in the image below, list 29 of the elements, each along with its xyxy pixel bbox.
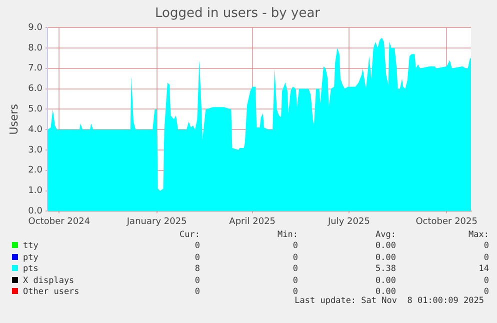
y-tick-label: 4.0 <box>28 124 43 135</box>
y-tick-label: 3.0 <box>28 145 43 156</box>
chart-title: Logged in users - by year <box>154 6 321 22</box>
text: Last update: Sat Nov 8 01:00:09 2025 <box>294 296 484 306</box>
text: 0 0 0.00 0 <box>194 287 489 298</box>
legend-label: pty <box>22 252 40 264</box>
y-tick-label: 0.0 <box>28 206 43 217</box>
y-tick-label: 8.0 <box>28 43 43 54</box>
legend-label: tty <box>22 240 40 252</box>
y-tick-label: 6.0 <box>28 84 43 94</box>
x-tick-label: April 2025 <box>229 216 276 227</box>
legend-label: pts <box>22 264 40 275</box>
y-tick-label: 2.0 <box>28 166 43 176</box>
x-tick-label: January 2025 <box>126 216 187 227</box>
x-tick-label: October 2024 <box>28 216 90 227</box>
legend-label: Other users <box>22 286 80 298</box>
text: Cur: Min: Avg: Max: <box>180 230 489 240</box>
text: 8 0 5.38 14 <box>194 264 489 274</box>
y-axis-title: Users <box>7 104 20 135</box>
x-tick-label: October 2025 <box>416 216 478 227</box>
text: 0 0 0.00 0 <box>194 276 489 286</box>
text: 0 0 0.00 0 <box>194 241 489 252</box>
y-tick-label: 5.0 <box>28 104 43 115</box>
y-tick-label: 7.0 <box>28 64 43 74</box>
y-tick-label: 9.0 <box>28 22 43 33</box>
x-tick-label: July 2025 <box>326 216 370 227</box>
y-tick-label: 1.0 <box>28 186 43 196</box>
text: 0 0 0.00 0 <box>194 252 489 263</box>
legend-label: X displays <box>22 275 76 286</box>
